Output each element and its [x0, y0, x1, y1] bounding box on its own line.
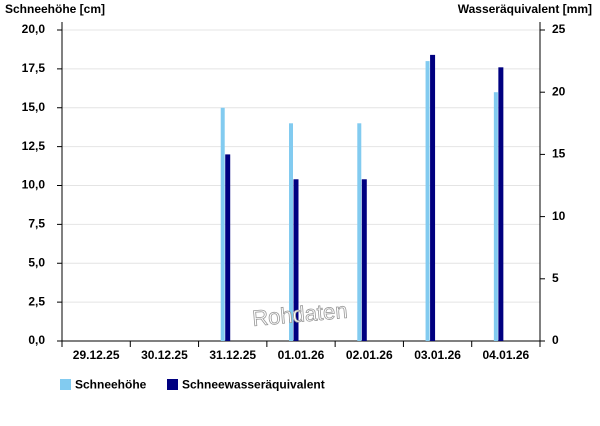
bar — [289, 123, 293, 341]
legend-swatch — [167, 379, 178, 390]
bar — [493, 92, 498, 341]
y-tick-label: 10,0 — [22, 178, 46, 192]
watermark: Rohdaten — [251, 298, 348, 331]
y2-tick-label: 10 — [552, 209, 566, 223]
y2-tick-label: 20 — [552, 84, 566, 98]
legend-label: Schneewasseräquivalent — [182, 378, 325, 392]
x-tick-label: 04.01.26 — [482, 348, 529, 362]
bar — [361, 179, 367, 341]
y-tick-label: 5,0 — [28, 255, 45, 269]
bar — [357, 123, 362, 341]
y-tick-label: 20,0 — [22, 22, 46, 36]
x-tick-label: 03.01.26 — [414, 348, 461, 362]
y-tick-label: 2,5 — [28, 294, 45, 308]
legend-label: Schneehöhe — [75, 378, 147, 392]
y-tick-label: 17,5 — [22, 61, 46, 75]
legend-swatch — [60, 379, 71, 390]
y-tick-label: 7,5 — [28, 217, 45, 231]
y2-tick-label: 0 — [552, 333, 559, 347]
x-tick-label: 02.01.26 — [346, 348, 393, 362]
x-tick-label: 29.12.25 — [73, 348, 120, 362]
x-tick-label: 01.01.26 — [278, 348, 325, 362]
bar — [220, 107, 225, 341]
bar — [293, 179, 299, 341]
y-axis-title: Schneehöhe [cm] — [5, 2, 105, 16]
y-tick-label: 0,0 — [28, 333, 45, 347]
bar — [425, 61, 430, 341]
y-tick-label: 15,0 — [22, 100, 46, 114]
bar — [430, 54, 436, 341]
y-tick-label: 12,5 — [22, 139, 46, 153]
x-tick-label: 30.12.25 — [141, 348, 188, 362]
y2-tick-label: 15 — [552, 147, 566, 161]
x-tick-label: 31.12.25 — [209, 348, 256, 362]
bar — [225, 154, 231, 341]
y2-tick-label: 25 — [552, 22, 566, 36]
y2-axis-title: Wasseräquivalent [mm] — [458, 2, 592, 16]
y2-tick-label: 5 — [552, 271, 559, 285]
bar — [498, 67, 504, 341]
